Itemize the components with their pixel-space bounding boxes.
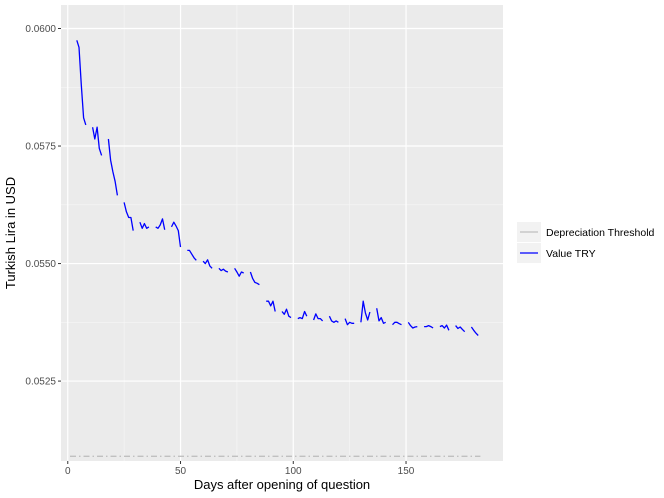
series-line-value-try [76,40,87,126]
series-line-value-try [123,202,134,231]
legend: Depreciation Threshold Value TRY [517,222,655,263]
x-axis-title: Days after opening of question [194,477,370,492]
x-tick-label: 50 [175,466,187,477]
series-line-value-try [455,325,466,333]
series-line-value-try [187,249,197,261]
series-line-value-try [170,221,182,248]
x-axis: 0 50 100 150 [65,461,415,477]
series-line-value-try [312,313,324,322]
x-tick-label: 150 [398,466,415,477]
series-line-value-try [439,324,450,331]
series-line-value-try [249,271,260,286]
series-line-value-try [218,267,229,273]
major-gridlines [61,5,503,461]
series-line-value-try [202,259,213,269]
series-line-value-try [297,310,308,320]
legend-label-depreciation-threshold: Depreciation Threshold [546,227,655,239]
minor-gridlines [61,5,503,461]
x-tick-label: 0 [65,466,71,477]
series-layer [70,40,481,457]
series-line-value-try [155,218,166,230]
series-line-value-try [344,318,355,326]
series-line-value-try [139,221,150,229]
series-line-value-try [392,321,402,326]
series-line-value-try [407,321,418,329]
y-tick-label: 0.0525 [25,377,56,388]
y-axis-title: Turkish Lira in USD [3,177,18,289]
series-line-value-try [376,308,386,324]
series-line-value-try [234,267,244,277]
series-line-value-try [424,324,434,329]
y-tick-label: 0.0600 [25,24,56,35]
series-line-value-try [470,326,479,336]
series-line-value-try [360,300,371,323]
series-line-value-try [91,126,103,156]
series-line-value-try [107,138,119,196]
x-tick-label: 100 [285,466,302,477]
series-line-value-try [328,315,339,323]
y-axis: 0.0525 0.0550 0.0575 0.0600 [25,24,61,388]
plot-panel [61,5,503,461]
legend-label-value-try: Value TRY [546,248,596,260]
y-tick-label: 0.0575 [25,142,56,153]
series-line-value-try [266,300,276,312]
series-line-value-try [281,308,292,319]
y-tick-label: 0.0550 [25,259,56,270]
